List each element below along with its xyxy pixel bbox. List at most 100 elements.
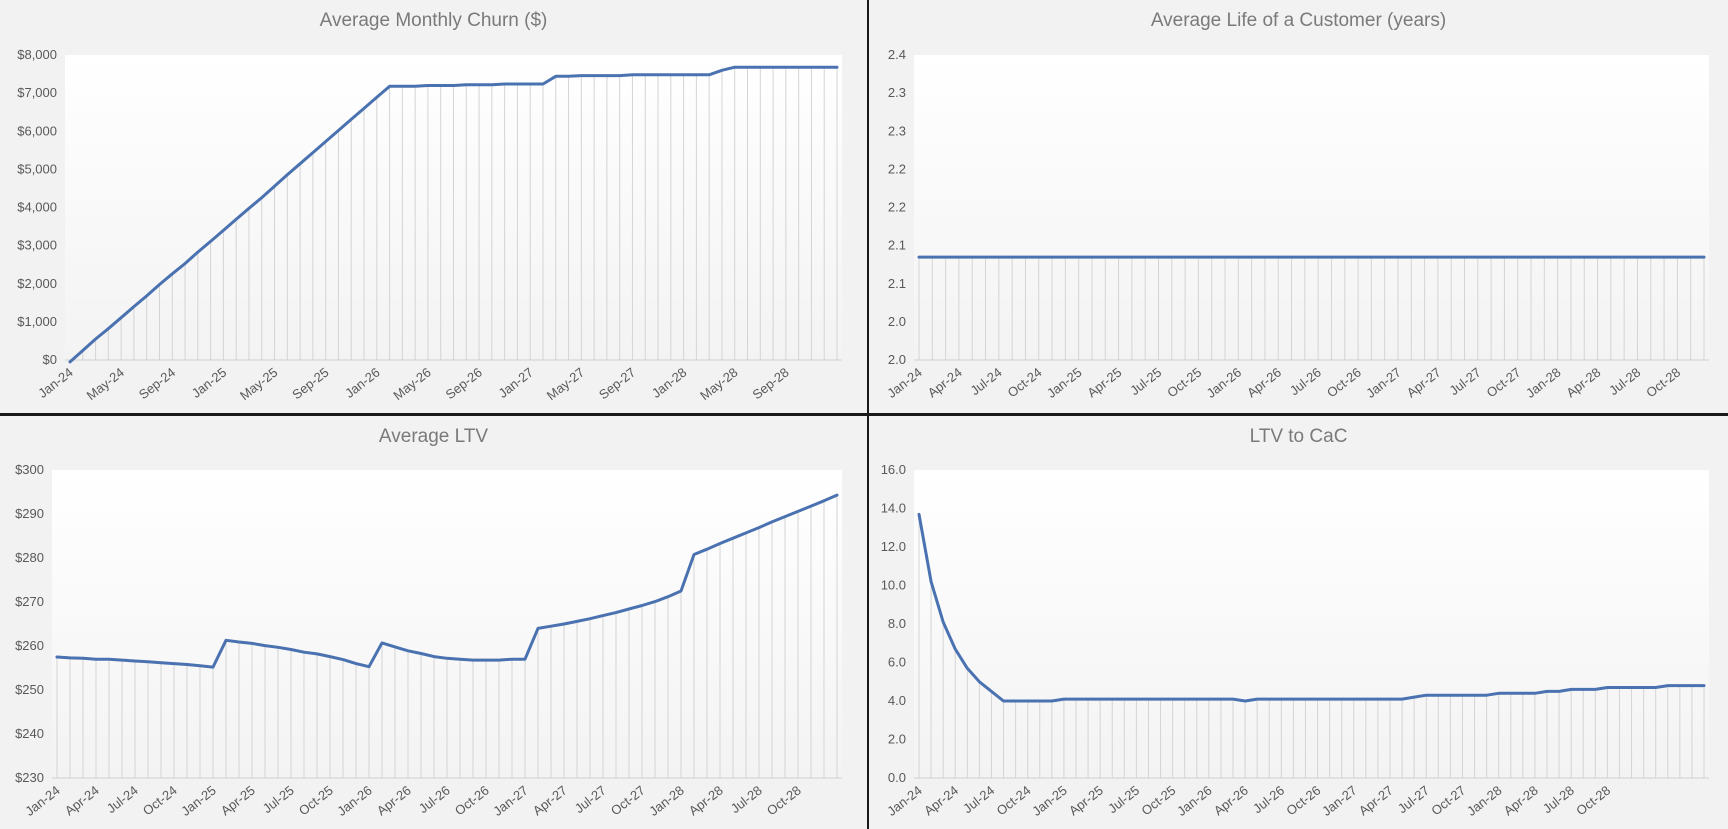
chart-svg: $0 $1,000 $2,000 $3,000 $4,000 $5,000 $6,000 $7… [17,47,842,404]
x-tick-label: May-27 [544,365,587,404]
x-tick-label: Sep-27 [596,365,638,403]
x-tick-label: Sep-24 [136,365,178,403]
x-tick-label: Apr-27 [1356,783,1396,819]
x-tick-label: Jan-26 [1174,783,1215,819]
plot-area [914,470,1709,778]
x-tick-label: Oct-28 [1573,783,1613,819]
x-tick-label: Jul-26 [1287,365,1324,399]
y-tick-label: 2.0 [888,732,906,747]
x-tick-label: May-25 [237,365,280,404]
plot-area [914,55,1709,360]
x-tick-label: Oct-25 [296,783,336,819]
y-tick-label: $300 [15,462,44,477]
x-tick-label: Jan-26 [342,365,383,401]
x-tick-label: Apr-25 [1066,783,1106,819]
x-tick-label: Apr-26 [1211,783,1251,819]
x-tick-label: Sep-26 [443,365,485,403]
x-tick-label: Jul-27 [1395,783,1432,817]
chart-title: Average Life of a Customer (years) [1150,10,1447,31]
y-tick-label: $270 [15,594,44,609]
y-tick-label: 2.2 [888,161,906,176]
x-tick-label: Jan-28 [1523,365,1564,401]
x-tick-label: Apr-28 [1501,783,1541,819]
y-tick-label: 4.0 [888,693,906,708]
y-tick-label: 2.0 [888,352,906,367]
x-tick-label: May-24 [84,365,127,404]
x-tick-label: Apr-24 [921,783,961,819]
x-tick-label: Oct-24 [994,783,1034,819]
x-tick-label: Jan-28 [1464,783,1505,819]
x-tick-label: Jan-24 [22,783,63,819]
x-tick-label: Apr-24 [925,365,965,401]
chart-panel-ltv-to-cac: LTV to CaC 0.0 2.0 4.0 6.0 8.0 10.0 12.0 14.0 16… [869,416,1728,829]
y-tick-label: 2.1 [888,238,906,253]
y-tick-label: $260 [15,638,44,653]
x-tick-label: Apr-26 [374,783,414,819]
x-tick-label: Jan-25 [178,783,219,819]
chart-panel-avg-monthly-churn: Average Monthly Churn ($) $0 $1,000 $2,000… [0,0,867,413]
x-tick-label: Apr-28 [1563,365,1603,401]
x-tick-label: Jan-28 [646,783,687,819]
y-tick-label: 6.0 [888,655,906,670]
y-tick-label: $2,000 [17,276,57,291]
series-line [68,65,839,364]
x-tick-label: Oct-27 [1484,365,1524,401]
y-tick-label: $280 [15,550,44,565]
y-tick-label: 2.1 [888,276,906,291]
x-tick-label: Jul-24 [960,783,997,817]
y-tick-label: 8.0 [888,616,906,631]
x-tick-label: Oct-25 [1164,365,1204,401]
x-tick-label: Jul-28 [1606,365,1643,399]
x-tick-label: Oct-27 [608,783,648,819]
x-tick-label: Oct-24 [1005,365,1045,401]
x-tick-label: Oct-26 [452,783,492,819]
y-tick-label: 12.0 [881,539,906,554]
y-tick-label: 16.0 [881,462,906,477]
x-tick-label: Oct-24 [140,783,180,819]
x-tick-label: Sep-28 [749,365,791,403]
x-tick-label: Jan-26 [334,783,375,819]
chart-title: Average LTV [378,426,489,447]
y-tick-label: 14.0 [881,501,906,516]
x-tick-label: Oct-27 [1428,783,1468,819]
x-tick-label: Oct-26 [1283,783,1323,819]
x-tick-label: Sep-25 [289,365,331,403]
x-tick-label: Jan-26 [1204,365,1245,401]
y-tick-label: $0 [43,352,57,367]
y-tick-label: $3,000 [17,238,57,253]
x-tick-label: Apr-25 [1084,365,1124,401]
x-tick-label: Jul-25 [1127,365,1164,399]
x-tick-label: Jul-27 [572,783,609,817]
x-tick-label: Jul-26 [1250,783,1287,817]
x-tick-label: Apr-27 [1404,365,1444,401]
y-tick-label: $240 [15,726,44,741]
x-tick-label: Jan-25 [1029,783,1070,819]
x-tick-label: Jan-24 [884,365,925,401]
y-tick-label: $6,000 [17,123,57,138]
x-tick-label: Jan-27 [1319,783,1360,819]
x-tick-label: Jan-24 [884,783,925,819]
chart-svg: 0.02.04.06.08.010.012.014.016.0Jan-24Apr… [881,462,1709,819]
series-line [55,493,839,669]
x-tick-label: Jul-27 [1447,365,1484,399]
y-tick-label: 0.0 [888,770,906,785]
x-tick-label: Oct-28 [1643,365,1683,401]
x-tick-label: Jul-25 [260,783,297,817]
chart-title: LTV to CaC [1249,426,1348,447]
x-tick-label: Jan-27 [1363,365,1404,401]
x-tick-label: Jan-24 [35,365,76,401]
x-tick-label: Jul-24 [104,783,141,817]
y-tick-label: $7,000 [17,85,57,100]
chart-panel-avg-customer-life: Average Life of a Customer (years) 2.0 2.… [869,0,1728,413]
y-tick-label: $230 [15,770,44,785]
x-tick-label: Jul-26 [416,783,453,817]
x-tick-label: May-28 [697,365,740,404]
x-tick-label: Jul-28 [1540,783,1577,817]
y-tick-label: 2.3 [888,85,906,100]
x-tick-label: Jul-25 [1105,783,1142,817]
x-tick-label: May-26 [390,365,433,404]
x-tick-label: Jan-25 [1044,365,1085,401]
x-tick-label: Oct-26 [1324,365,1364,401]
